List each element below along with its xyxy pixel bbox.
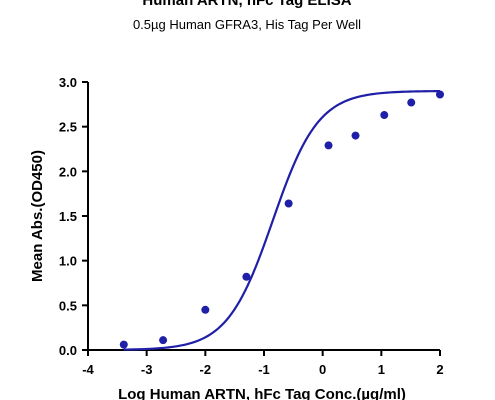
y-tick-label: 2.5	[59, 120, 77, 135]
data-point	[159, 336, 168, 345]
data-point	[436, 90, 444, 99]
x-tick-label: -2	[200, 362, 212, 377]
x-ticks: -4 -3 -2 -1 0 1 2	[82, 350, 444, 377]
chart-subtitle: 0.5µg Human GFRA3, His Tag Per Well	[133, 17, 361, 32]
data-point	[407, 98, 416, 107]
y-tick-label: 0.5	[59, 298, 77, 313]
data-point	[119, 340, 128, 349]
y-ticks: 0.0 0.5 1.0 1.5 2.0 2.5 3.0	[59, 75, 88, 358]
data-point	[201, 305, 210, 314]
y-tick-label: 3.0	[59, 75, 77, 90]
x-tick-label: -1	[258, 362, 270, 377]
x-axis-title: Log Human ARTN, hFc Tag Conc.(µg/ml)	[118, 386, 406, 400]
x-tick-label: -4	[82, 362, 94, 377]
data-point	[284, 199, 293, 208]
y-tick-label: 1.0	[59, 254, 77, 269]
y-axis-title: Mean Abs.(OD450)	[29, 150, 46, 282]
data-point	[380, 111, 389, 120]
y-tick-label: 0.0	[59, 343, 77, 358]
data-point	[242, 272, 251, 281]
x-tick-label: 2	[436, 362, 443, 377]
x-tick-label: 1	[378, 362, 385, 377]
chart-title: Human ARTN, hFc Tag ELISA	[142, 0, 351, 9]
x-tick-label: -3	[141, 362, 153, 377]
data-point	[324, 141, 333, 150]
fit-curve	[123, 90, 441, 351]
data-point	[351, 131, 360, 140]
x-tick-label: 0	[319, 362, 326, 377]
y-tick-label: 1.5	[59, 209, 77, 224]
data-points	[119, 90, 444, 349]
axes	[87, 82, 440, 351]
y-tick-label: 2.0	[59, 164, 77, 179]
